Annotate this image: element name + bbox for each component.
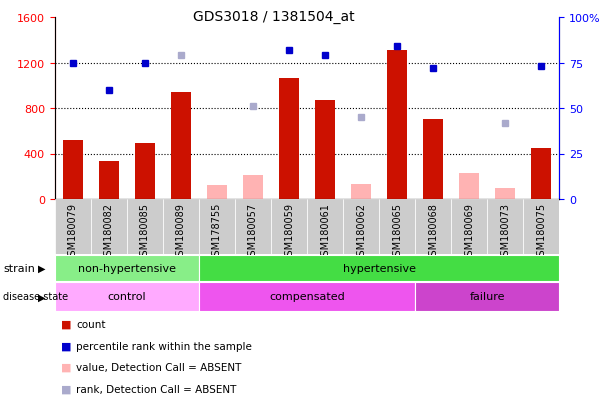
- FancyBboxPatch shape: [451, 199, 487, 254]
- Bar: [243, 176, 263, 199]
- Bar: [63, 140, 83, 199]
- Text: hypertensive: hypertensive: [343, 263, 416, 273]
- Text: GSM180089: GSM180089: [176, 202, 186, 261]
- Bar: [531, 148, 551, 199]
- Text: ■: ■: [61, 362, 71, 372]
- FancyBboxPatch shape: [343, 199, 379, 254]
- Text: GSM180068: GSM180068: [428, 202, 438, 261]
- FancyBboxPatch shape: [163, 199, 199, 254]
- Text: percentile rank within the sample: percentile rank within the sample: [76, 341, 252, 351]
- Text: GSM180065: GSM180065: [392, 202, 402, 261]
- Bar: [135, 144, 155, 199]
- FancyBboxPatch shape: [55, 255, 199, 281]
- Bar: [315, 101, 335, 199]
- Bar: [459, 173, 479, 199]
- Text: failure: failure: [469, 292, 505, 302]
- FancyBboxPatch shape: [199, 255, 559, 281]
- FancyBboxPatch shape: [307, 199, 343, 254]
- Bar: [387, 51, 407, 199]
- Bar: [207, 186, 227, 199]
- FancyBboxPatch shape: [199, 199, 235, 254]
- FancyBboxPatch shape: [127, 199, 163, 254]
- Text: GSM180082: GSM180082: [104, 202, 114, 261]
- FancyBboxPatch shape: [91, 199, 127, 254]
- Text: disease state: disease state: [3, 292, 68, 302]
- Text: non-hypertensive: non-hypertensive: [78, 263, 176, 273]
- Text: GSM180059: GSM180059: [284, 202, 294, 261]
- Text: GSM180079: GSM180079: [67, 202, 78, 261]
- Text: GSM178755: GSM178755: [212, 202, 222, 261]
- Text: control: control: [108, 292, 146, 302]
- Bar: [99, 162, 119, 199]
- Text: GSM180061: GSM180061: [320, 202, 330, 261]
- FancyBboxPatch shape: [415, 199, 451, 254]
- Text: ■: ■: [61, 341, 71, 351]
- Text: GSM180069: GSM180069: [465, 202, 474, 261]
- Text: rank, Detection Call = ABSENT: rank, Detection Call = ABSENT: [76, 384, 237, 394]
- Text: ▶: ▶: [38, 263, 45, 273]
- Text: ▶: ▶: [38, 292, 45, 302]
- FancyBboxPatch shape: [523, 199, 559, 254]
- FancyBboxPatch shape: [199, 282, 415, 311]
- Text: compensated: compensated: [269, 292, 345, 302]
- Bar: [171, 93, 191, 199]
- FancyBboxPatch shape: [271, 199, 307, 254]
- Bar: [279, 79, 299, 199]
- Text: strain: strain: [3, 263, 35, 273]
- Bar: [496, 188, 515, 199]
- FancyBboxPatch shape: [55, 282, 199, 311]
- Text: ■: ■: [61, 384, 71, 394]
- Bar: [423, 120, 443, 199]
- Text: GDS3018 / 1381504_at: GDS3018 / 1381504_at: [193, 10, 354, 24]
- Text: GSM180073: GSM180073: [500, 202, 510, 261]
- FancyBboxPatch shape: [379, 199, 415, 254]
- Text: GSM180075: GSM180075: [536, 202, 547, 261]
- FancyBboxPatch shape: [55, 199, 91, 254]
- FancyBboxPatch shape: [235, 199, 271, 254]
- FancyBboxPatch shape: [487, 199, 523, 254]
- Text: GSM180062: GSM180062: [356, 202, 366, 261]
- Text: ■: ■: [61, 319, 71, 329]
- Text: GSM180085: GSM180085: [140, 202, 150, 261]
- Text: count: count: [76, 319, 106, 329]
- FancyBboxPatch shape: [415, 282, 559, 311]
- Bar: [351, 185, 371, 199]
- Text: value, Detection Call = ABSENT: value, Detection Call = ABSENT: [76, 362, 241, 372]
- Text: GSM180057: GSM180057: [248, 202, 258, 261]
